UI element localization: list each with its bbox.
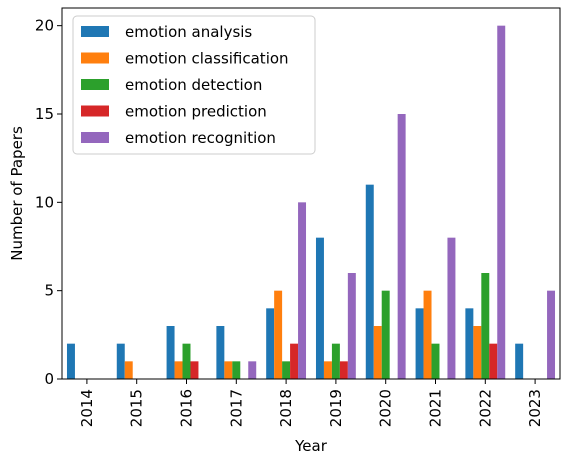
bar-emotion-analysis-2016 bbox=[166, 326, 175, 379]
y-tick-label: 20 bbox=[35, 17, 54, 35]
bar-emotion-analysis-2020 bbox=[365, 184, 374, 379]
legend-label: emotion classification bbox=[125, 50, 289, 68]
legend: emotion analysis emotion classification em… bbox=[72, 15, 316, 155]
x-tick-label: 2021 bbox=[427, 389, 445, 427]
x-tick-label: 2017 bbox=[227, 389, 245, 427]
bar-emotion-recognition-2023 bbox=[547, 290, 556, 379]
bar-emotion-recognition-2018 bbox=[298, 202, 307, 379]
legend-label: emotion detection bbox=[125, 76, 262, 94]
y-tick-label: 10 bbox=[35, 193, 54, 211]
bar-emotion-detection-2020 bbox=[381, 290, 390, 379]
bar-emotion-classification-2018 bbox=[274, 290, 283, 379]
y-axis-label: Number of Papers bbox=[8, 126, 26, 261]
bar-emotion-classification-2016 bbox=[174, 361, 183, 379]
x-tick-label: 2023 bbox=[526, 389, 544, 427]
legend-swatch-emotion-prediction bbox=[81, 105, 109, 117]
bar-emotion-analysis-2015 bbox=[116, 343, 125, 379]
bar-emotion-prediction-2018 bbox=[290, 343, 299, 379]
bar-emotion-analysis-2022 bbox=[465, 308, 474, 379]
bar-emotion-analysis-2018 bbox=[266, 308, 275, 379]
bar-emotion-detection-2019 bbox=[331, 343, 340, 379]
bar-emotion-detection-2022 bbox=[481, 273, 490, 379]
bars-group bbox=[66, 25, 556, 380]
bar-emotion-detection-2017 bbox=[232, 361, 241, 379]
y-tick-label: 0 bbox=[44, 370, 54, 388]
legend-label: emotion prediction bbox=[125, 103, 267, 121]
bar-emotion-classification-2017 bbox=[224, 361, 233, 379]
bar-emotion-classification-2021 bbox=[423, 290, 432, 379]
bar-emotion-recognition-2019 bbox=[347, 273, 356, 379]
legend-swatch-emotion-classification bbox=[81, 52, 109, 64]
y-tick-label: 15 bbox=[35, 105, 54, 123]
legend-swatch-emotion-analysis bbox=[81, 26, 109, 37]
bar-emotion-prediction-2022 bbox=[489, 343, 498, 379]
legend-label: emotion recognition bbox=[125, 129, 276, 147]
x-tick-label: 2015 bbox=[128, 389, 146, 427]
bar-emotion-analysis-2021 bbox=[415, 308, 424, 379]
bar-emotion-detection-2021 bbox=[431, 343, 440, 379]
bar-emotion-recognition-2021 bbox=[447, 237, 456, 379]
legend-label: emotion analysis bbox=[125, 23, 252, 41]
legend-box bbox=[72, 15, 316, 155]
plot-frame bbox=[61, 7, 561, 380]
y-axis-ticks: 0 5 10 15 20 bbox=[35, 17, 62, 388]
x-tick-label: 2020 bbox=[377, 389, 395, 427]
legend-swatch-emotion-recognition bbox=[81, 132, 109, 143]
x-axis-ticks: 2014 2015 2016 2017 2018 2019 2020 2021 2022 2023 bbox=[78, 379, 544, 427]
y-tick-label: 5 bbox=[44, 282, 54, 300]
x-tick-label: 2018 bbox=[277, 389, 295, 427]
x-tick-label: 2016 bbox=[178, 389, 196, 427]
x-tick-label: 2022 bbox=[476, 389, 494, 427]
bar-emotion-detection-2018 bbox=[282, 361, 291, 379]
x-axis-label: Year bbox=[294, 437, 328, 455]
bar-emotion-analysis-2019 bbox=[315, 237, 324, 379]
bar-emotion-recognition-2020 bbox=[397, 114, 406, 379]
x-tick-label: 2019 bbox=[327, 389, 345, 427]
bar-emotion-classification-2020 bbox=[373, 326, 382, 379]
x-tick-label: 2014 bbox=[78, 389, 96, 427]
bar-emotion-classification-2015 bbox=[124, 361, 133, 379]
bar-emotion-analysis-2023 bbox=[515, 343, 524, 379]
legend-swatch-emotion-detection bbox=[81, 79, 109, 90]
bar-emotion-classification-2022 bbox=[473, 326, 482, 379]
bar-emotion-classification-2019 bbox=[323, 361, 332, 379]
bar-emotion-recognition-2017 bbox=[248, 361, 257, 379]
bar-emotion-prediction-2016 bbox=[190, 361, 199, 379]
bar-emotion-detection-2016 bbox=[182, 343, 191, 379]
bar-emotion-recognition-2022 bbox=[497, 25, 506, 380]
bar-emotion-prediction-2019 bbox=[339, 361, 348, 379]
bar-emotion-analysis-2017 bbox=[216, 326, 225, 379]
bar-emotion-analysis-2014 bbox=[66, 343, 75, 379]
